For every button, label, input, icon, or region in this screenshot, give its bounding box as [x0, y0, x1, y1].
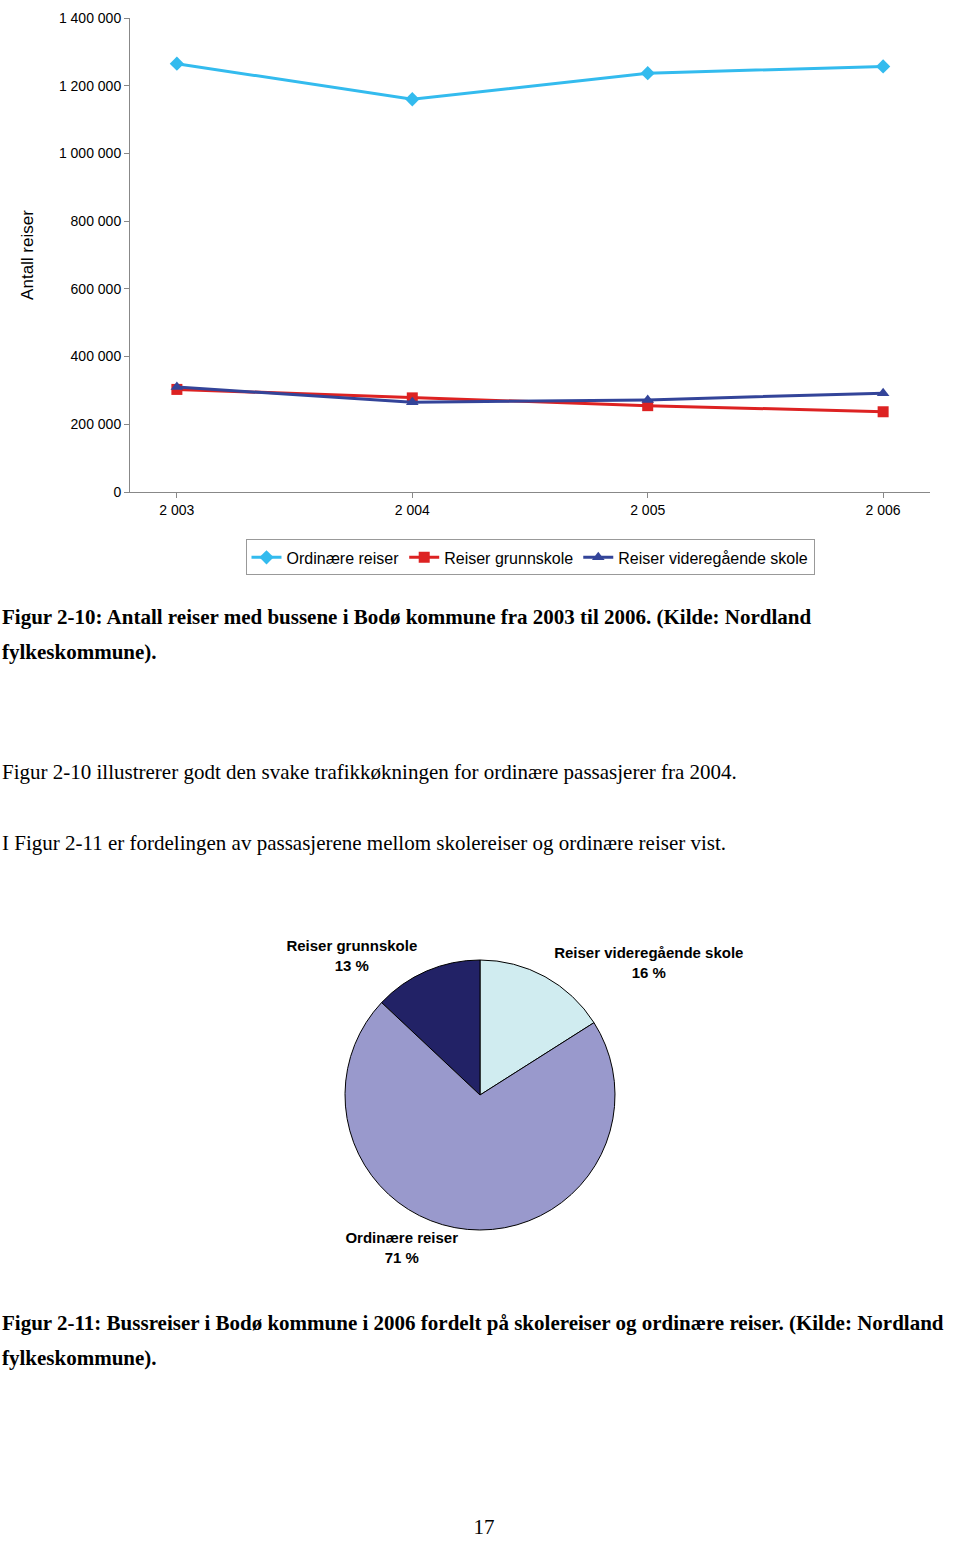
html-text:Figur 2-10: Antall reiser med: Figur 2-10: Antall reiser med bussene i … [2, 605, 812, 664]
svg-text:1 400 000: 1 400 000 [59, 10, 121, 26]
svg-text:Reiser grunnskole13 %: Reiser grunnskole13 % [286, 937, 417, 974]
svg-text:400 000: 400 000 [71, 348, 122, 364]
svg-text:200 000: 200 000 [71, 416, 122, 432]
svg-text:Antall reiser: Antall reiser [18, 210, 37, 300]
svg-text:1 200 000: 1 200 000 [59, 78, 121, 94]
svg-text:2 005: 2 005 [630, 502, 665, 518]
svg-text:2 003: 2 003 [159, 502, 194, 518]
html-text:Figur 2-10 illustrerer godt de: Figur 2-10 illustrerer godt den svake tr… [2, 760, 737, 784]
svg-text:Reiser grunnskole: Reiser grunnskole [444, 550, 573, 567]
html-text:I Figur 2-11 er fordelingen av: I Figur 2-11 er fordelingen av passasjer… [2, 831, 727, 855]
svg-text:800 000: 800 000 [71, 213, 122, 229]
svg-text:Ordinære reiser71 %: Ordinære reiser71 % [345, 1229, 458, 1266]
svg-text:Ordinære reiser: Ordinære reiser [287, 550, 400, 567]
svg-text:1 000 000: 1 000 000 [59, 145, 121, 161]
svg-text:Reiser videregående skole16 %: Reiser videregående skole16 % [554, 944, 743, 981]
html-text:17: 17 [473, 1515, 495, 1539]
svg-text:Reiser videregående skole: Reiser videregående skole [618, 550, 808, 567]
svg-text:2 006: 2 006 [866, 502, 901, 518]
svg-text:2 004: 2 004 [395, 502, 430, 518]
svg-text:0: 0 [113, 484, 121, 500]
svg-text:600 000: 600 000 [71, 281, 122, 297]
html-text:Figur 2-11: Bussreiser i Bodø: Figur 2-11: Bussreiser i Bodø kommune i … [2, 1311, 944, 1370]
